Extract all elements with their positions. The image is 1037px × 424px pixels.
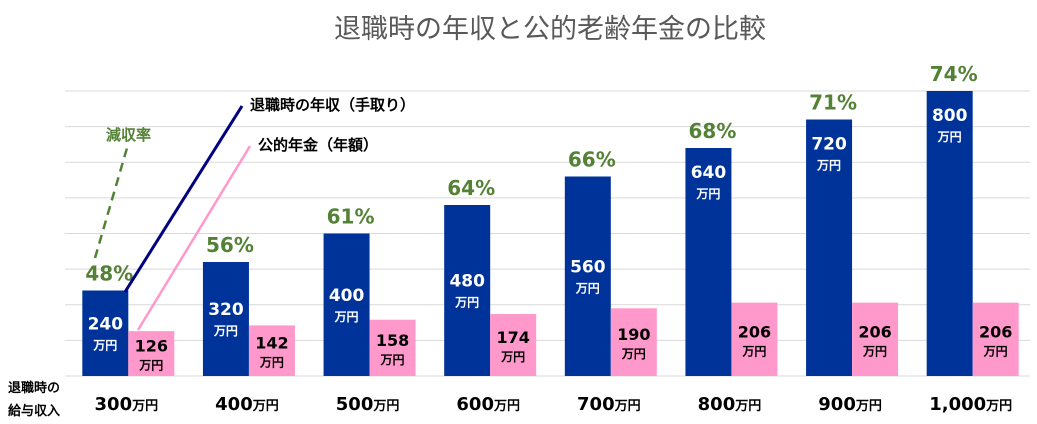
legend-salary-label: 退職時の年収（手取り） [250, 96, 415, 114]
value-label-salary: 240 [88, 314, 124, 334]
value-label-salary: 480 [449, 272, 485, 292]
value-label-salary: 640 [691, 163, 727, 183]
value-unit-salary: 万円 [695, 187, 720, 201]
category-number: 300 [95, 394, 133, 415]
ratio-label: 68% [689, 119, 737, 143]
category-unit: 万円 [252, 399, 279, 414]
value-unit-salary: 万円 [454, 296, 479, 310]
ratio-label: 66% [568, 148, 616, 172]
value-label-pension: 206 [738, 322, 771, 341]
bar-pension [610, 308, 657, 376]
category-unit: 万円 [855, 399, 882, 414]
value-unit-salary: 万円 [937, 130, 962, 144]
value-unit-pension: 万円 [380, 353, 405, 367]
value-label-pension: 174 [496, 328, 529, 347]
category-number: 900 [818, 394, 856, 415]
bar-pension [248, 325, 295, 376]
value-unit-pension: 万円 [741, 344, 766, 358]
ratio-dashed-line [93, 147, 129, 259]
category-label: 500万円 [336, 394, 400, 415]
value-label-salary: 800 [932, 106, 968, 126]
bar-pension [128, 331, 175, 376]
category-label: 900万円 [818, 394, 882, 415]
bar-salary [806, 119, 853, 376]
value-label-salary: 320 [208, 300, 244, 320]
value-unit-salary: 万円 [575, 281, 600, 295]
value-label-pension: 190 [617, 325, 650, 344]
category-number: 1,000 [929, 394, 986, 415]
ratio-label: 61% [327, 205, 375, 229]
bar-pension [852, 302, 899, 376]
ratio-label: 56% [206, 233, 254, 257]
x-axis-title-line2: 給与収入 [8, 403, 60, 419]
value-label-pension: 158 [376, 331, 409, 350]
x-axis-title-line1: 退職時の [8, 380, 60, 396]
value-unit-salary: 万円 [816, 159, 841, 173]
category-unit: 万円 [493, 399, 520, 414]
value-label-pension: 126 [135, 337, 168, 356]
value-unit-pension: 万円 [259, 356, 284, 370]
bar-salary [685, 148, 732, 376]
category-number: 600 [456, 394, 494, 415]
ratio-label: 48% [85, 262, 133, 286]
value-label-salary: 560 [570, 257, 606, 277]
chart-title: 退職時の年収と公的老齢年金の比較 [334, 14, 766, 45]
bar-pension [490, 314, 537, 376]
category-number: 500 [336, 394, 374, 415]
category-label: 400万円 [215, 394, 279, 415]
category-number: 400 [215, 394, 253, 415]
bars [82, 91, 1019, 376]
value-label-salary: 720 [811, 135, 847, 155]
category-unit: 万円 [131, 399, 158, 414]
value-label-salary: 400 [329, 286, 365, 306]
ratio-annotation-label: 減収率 [106, 126, 151, 144]
value-label-pension: 206 [858, 322, 891, 341]
bar-salary [323, 233, 370, 376]
ratio-label: 74% [930, 62, 978, 86]
category-unit: 万円 [614, 399, 641, 414]
category-unit: 万円 [734, 399, 761, 414]
category-number: 700 [577, 394, 615, 415]
bar-pension [731, 302, 778, 376]
category-label: 1,000万円 [929, 394, 1012, 415]
value-unit-pension: 万円 [621, 347, 646, 361]
category-label: 800万円 [698, 394, 762, 415]
bar-pension [972, 302, 1019, 376]
bar-salary [444, 205, 491, 376]
bar-salary [202, 262, 249, 376]
value-unit-salary: 万円 [213, 324, 238, 338]
category-unit: 万円 [372, 399, 399, 414]
legend-line-salary [123, 105, 244, 293]
legend-line-pension [136, 145, 252, 331]
annotations: 退職時の年収（手取り） 公的年金（年額） 減収率 退職時の 給与収入 [8, 96, 415, 419]
ratio-label: 64% [447, 176, 495, 200]
ratio-label: 71% [809, 91, 857, 115]
bar-salary [926, 91, 973, 376]
value-unit-pension: 万円 [138, 359, 163, 373]
value-label-pension: 142 [255, 334, 288, 353]
value-label-pension: 206 [979, 322, 1012, 341]
bar-pension [369, 319, 416, 376]
category-label: 700万円 [577, 394, 641, 415]
bar-salary [82, 290, 129, 376]
bar-salary [564, 176, 611, 376]
value-unit-pension: 万円 [983, 344, 1008, 358]
value-unit-pension: 万円 [862, 344, 887, 358]
value-unit-salary: 万円 [334, 310, 359, 324]
category-unit: 万円 [985, 399, 1012, 414]
category-number: 800 [698, 394, 736, 415]
category-label: 300万円 [95, 394, 159, 415]
value-unit-salary: 万円 [92, 338, 117, 352]
value-unit-pension: 万円 [500, 350, 525, 364]
legend-pension-label: 公的年金（年額） [258, 136, 378, 154]
category-label: 600万円 [456, 394, 520, 415]
